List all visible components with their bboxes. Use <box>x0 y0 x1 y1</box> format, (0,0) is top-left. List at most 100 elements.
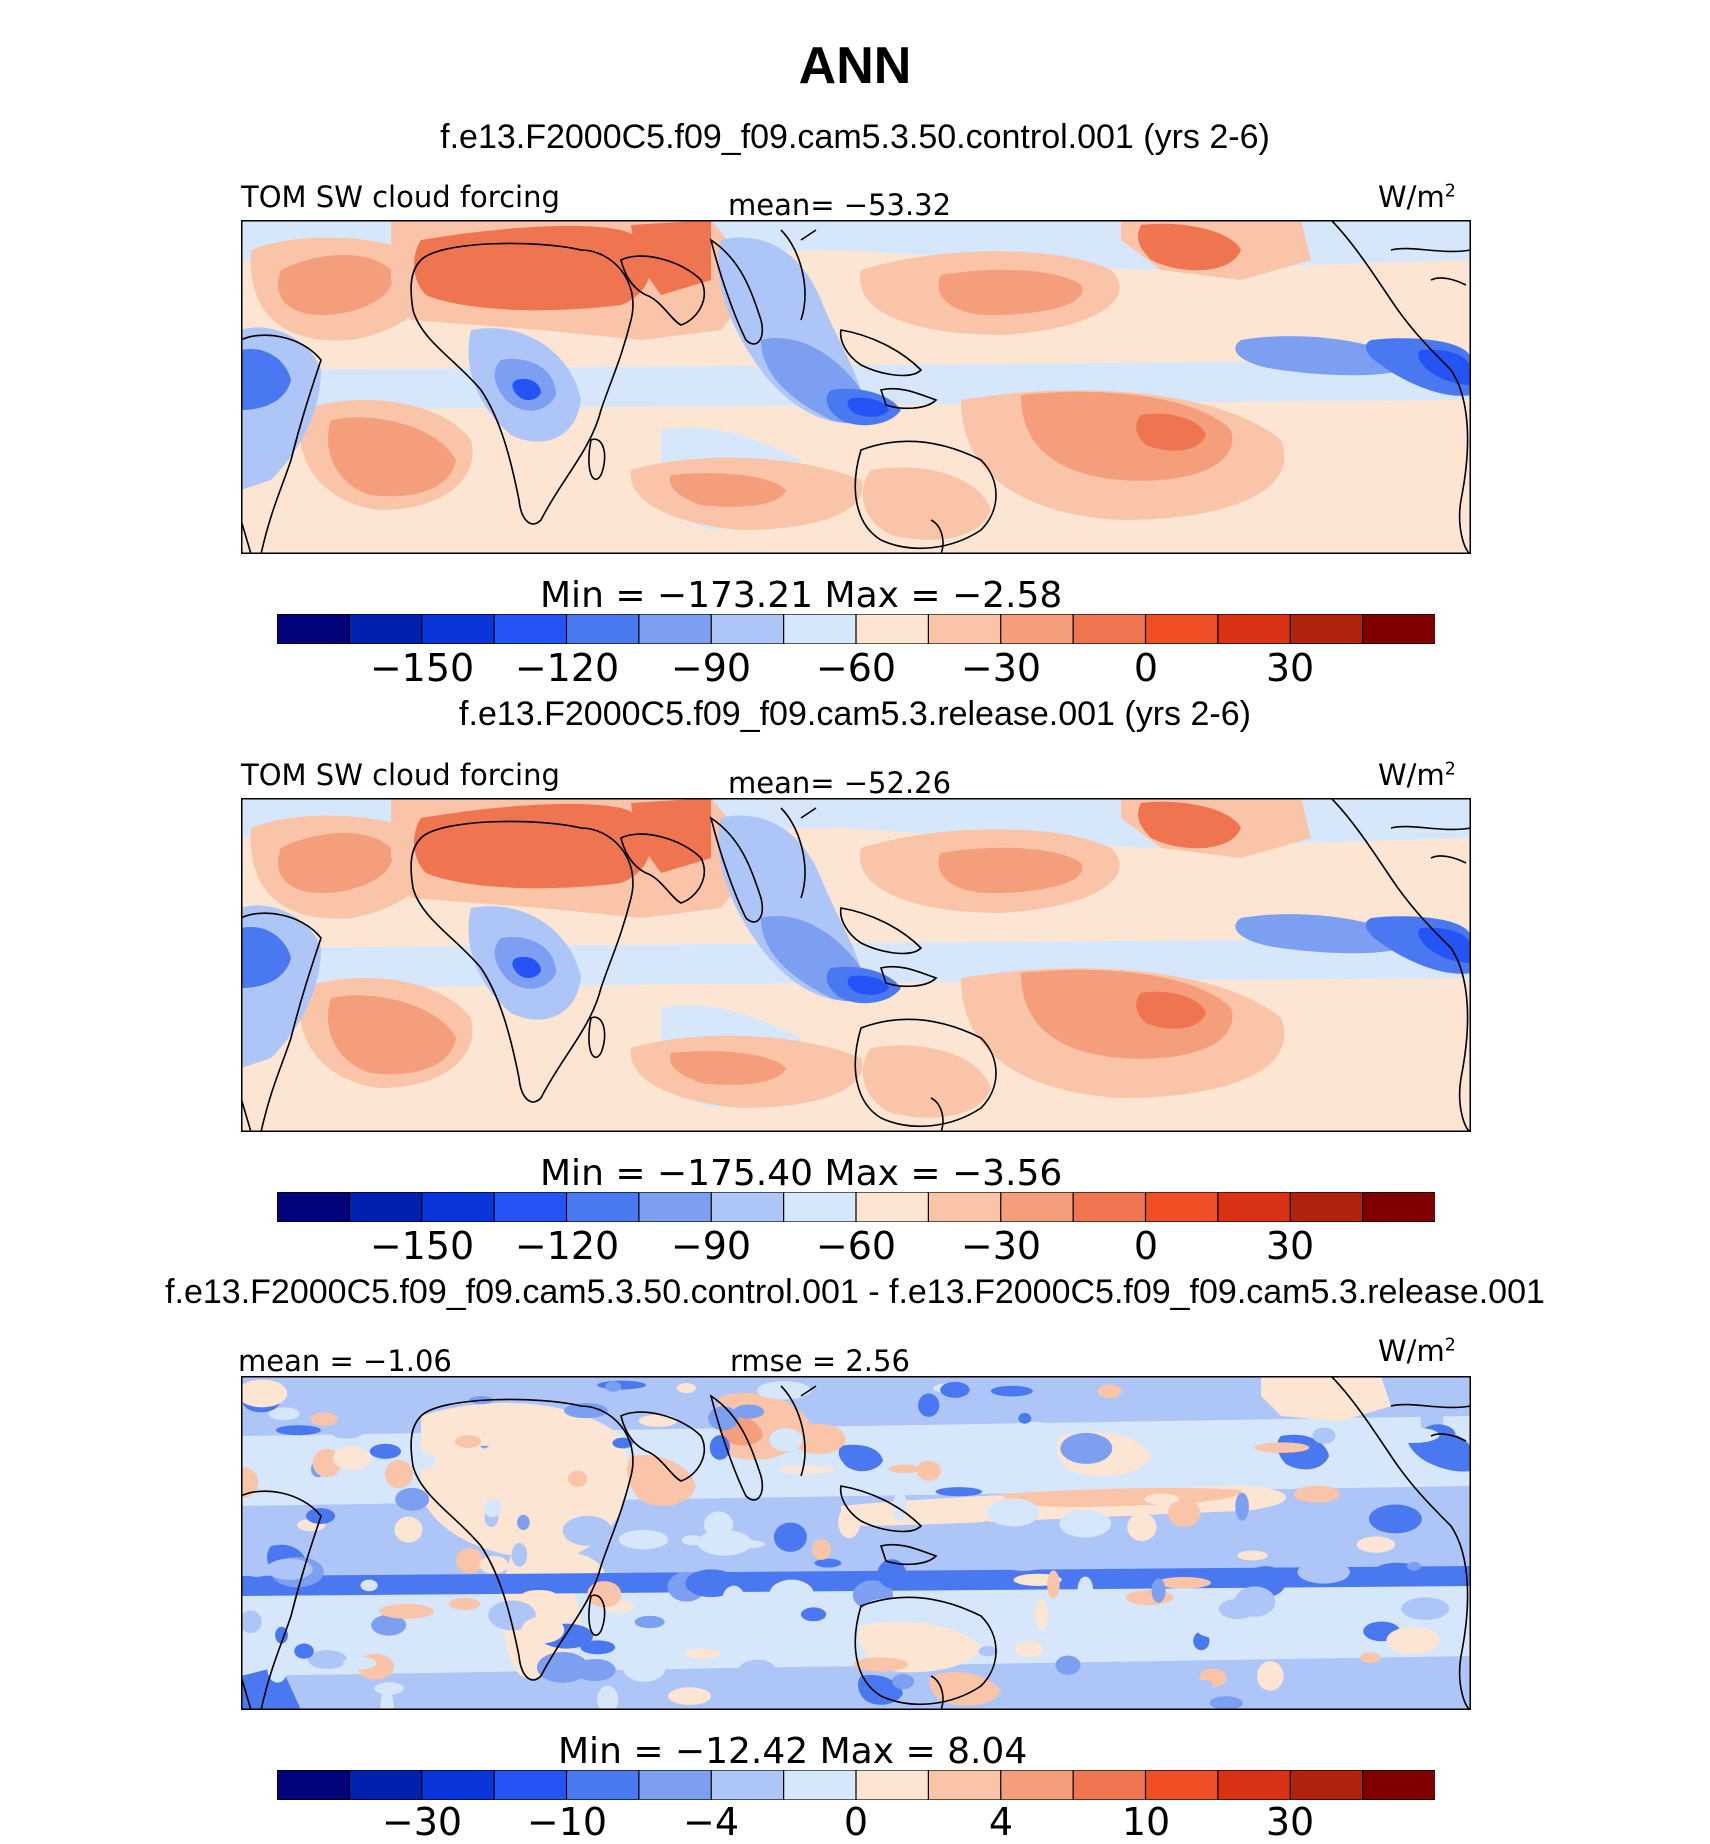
colorbar-swatch <box>783 614 858 644</box>
contour-region <box>540 1690 593 1710</box>
contour-region <box>862 1598 913 1623</box>
contour-region <box>562 1515 613 1546</box>
panel-1-map <box>241 220 1471 554</box>
contour-region <box>414 803 651 889</box>
colorbar-swatch <box>638 614 713 644</box>
contour-region <box>1196 1620 1242 1639</box>
contour-region <box>243 1562 270 1577</box>
contour-region <box>1235 1492 1249 1521</box>
colorbar-swatch <box>493 1192 568 1222</box>
panel-2-variable-label: TOM SW cloud forcing <box>241 758 560 792</box>
map-frame <box>241 798 1471 1132</box>
contour-region <box>721 1585 746 1618</box>
contour-region <box>310 1412 338 1426</box>
contour-region <box>1156 1576 1211 1589</box>
coastline <box>709 816 764 923</box>
contour-region <box>483 1498 502 1518</box>
contour-region <box>638 1414 678 1427</box>
panel-2-mean-label: mean= −52.26 <box>728 766 952 800</box>
colorbar-swatch <box>421 1770 496 1800</box>
contour-region <box>862 1045 991 1118</box>
contour-region <box>756 1381 811 1400</box>
contour-region <box>1327 1674 1343 1692</box>
contour-region <box>893 1491 907 1522</box>
contour-region <box>733 1404 765 1419</box>
contour-region <box>1388 1427 1440 1443</box>
panel-3-colorbar-tick: 30 <box>1265 1800 1315 1844</box>
colorbar-swatch <box>783 1770 858 1800</box>
colorbar-swatch <box>1072 614 1147 644</box>
contour-region <box>414 225 651 311</box>
contour-region <box>1418 349 1471 385</box>
coastline <box>839 907 923 955</box>
contour-region <box>380 1690 394 1710</box>
colorbar-swatch <box>710 1192 785 1222</box>
contour-region <box>277 255 393 315</box>
contour-region <box>1209 1696 1244 1710</box>
contour-region <box>241 927 291 988</box>
contour-region <box>1312 1427 1336 1444</box>
contour-region <box>1293 1485 1340 1503</box>
contour-region <box>800 1607 827 1622</box>
contour-region <box>929 1671 1001 1706</box>
contour-region <box>1018 1413 1032 1424</box>
contour-region <box>853 1657 909 1672</box>
contour-region <box>676 1383 696 1394</box>
contour-region <box>838 1444 883 1472</box>
colorbar-swatch <box>1072 1192 1147 1222</box>
contour-region <box>567 1470 588 1487</box>
contour-region <box>1418 927 1471 963</box>
contour-region <box>1060 1432 1113 1464</box>
contour-region <box>892 1673 915 1690</box>
panel-1-colorbar-tick: −60 <box>815 646 897 690</box>
contour-region <box>857 1675 903 1705</box>
colorbar-swatch <box>493 614 568 644</box>
contour-region <box>332 1446 371 1471</box>
coastline <box>839 329 923 377</box>
coastline <box>1390 1403 1471 1442</box>
panel-3-colorbar-tick: −4 <box>682 1800 740 1844</box>
panel-3-case-title: f.e13.F2000C5.f09_f09.cam5.3.50.control.… <box>165 1273 1545 1311</box>
coastline <box>854 1018 997 1128</box>
coastline <box>241 1490 322 1710</box>
contour-region <box>918 1393 940 1417</box>
contour-region <box>331 1429 362 1439</box>
contour-region <box>308 1477 355 1502</box>
colorbar-swatch <box>1289 614 1364 644</box>
contour-region <box>307 1650 347 1669</box>
contour-region <box>1127 1513 1157 1542</box>
contour-region <box>622 1652 666 1682</box>
contour-region <box>935 1487 983 1497</box>
contour-region <box>987 1498 1040 1527</box>
contour-region <box>597 1685 619 1710</box>
contour-region <box>517 1514 530 1531</box>
contour-region <box>379 1603 435 1619</box>
contour-region <box>769 1579 814 1609</box>
colorbar-swatch <box>783 1192 858 1222</box>
panel-3-rmse-label: rmse = 2.56 <box>730 1344 910 1378</box>
contour-region <box>1077 1576 1094 1604</box>
contour-region <box>1368 1504 1422 1534</box>
colorbar-swatch <box>1072 1770 1147 1800</box>
contour-region <box>369 1443 402 1459</box>
panel-2-colorbar-tick: −30 <box>960 1224 1042 1268</box>
contour-region <box>631 220 711 295</box>
colorbar-swatch <box>565 614 640 644</box>
map-frame <box>241 1376 1471 1710</box>
colorbar-swatch <box>1217 1770 1292 1800</box>
panel-1-colorbar <box>277 614 1435 644</box>
contour-region <box>1254 1442 1310 1453</box>
contour-region <box>268 1407 300 1421</box>
colorbar-swatch <box>1362 614 1435 644</box>
contour-region <box>479 1555 509 1574</box>
colorbar-swatch <box>1217 614 1292 644</box>
colorbar-swatch <box>927 1770 1002 1800</box>
contour-region <box>1047 1570 1060 1599</box>
contour-region <box>736 1659 779 1689</box>
contour-region <box>670 1051 786 1085</box>
contour-region <box>847 397 889 417</box>
contour-region <box>426 1484 482 1495</box>
coastline <box>930 1097 944 1132</box>
contour-region <box>1237 1550 1268 1561</box>
contour-region <box>1151 1578 1166 1603</box>
